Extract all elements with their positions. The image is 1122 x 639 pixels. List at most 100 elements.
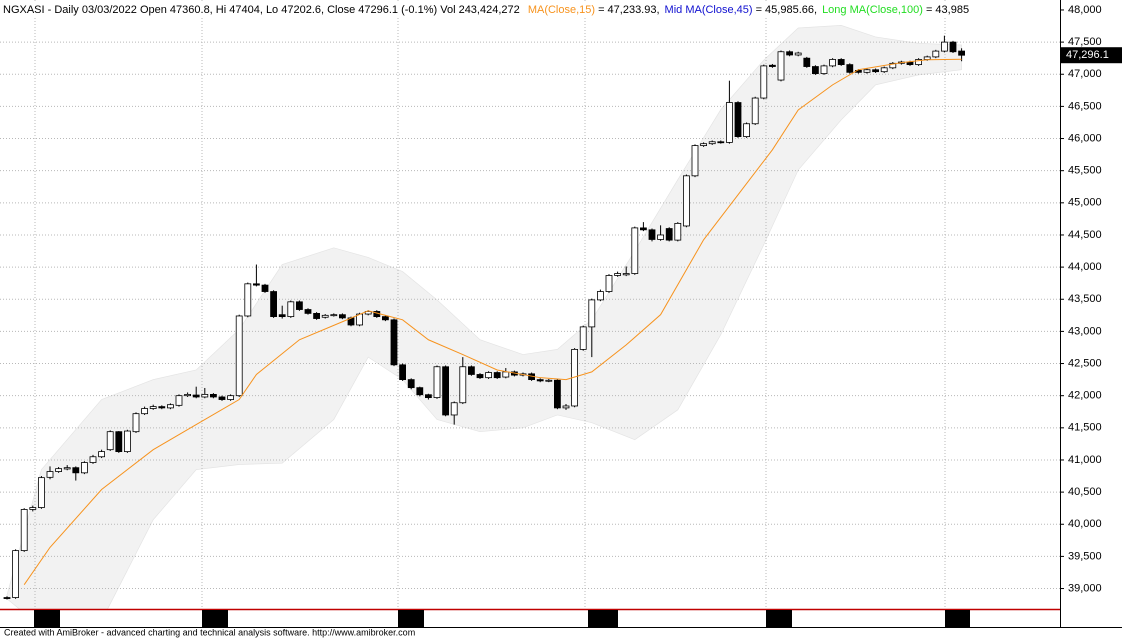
candle-body xyxy=(536,379,544,382)
header: NGXASI - Daily 03/03/2022 Open 47360.8, … xyxy=(0,2,1060,18)
candle-body xyxy=(166,404,174,409)
candle-body xyxy=(829,59,836,67)
y-tick-label: 45,500 xyxy=(1068,165,1102,177)
data-layer xyxy=(3,35,965,600)
y-tick-label: 41,500 xyxy=(1068,422,1102,434)
candle-body xyxy=(313,312,321,319)
candle-body xyxy=(29,507,37,510)
candle-body xyxy=(476,374,484,379)
legend-name: MA(Close,15) xyxy=(528,4,595,16)
candle-body xyxy=(321,314,329,318)
candle-body xyxy=(485,372,493,379)
candle-body xyxy=(958,50,965,56)
x-axis-boxes xyxy=(34,610,970,627)
candle-body xyxy=(407,379,415,389)
y-tick-label: 40,500 xyxy=(1068,486,1102,498)
candle-body xyxy=(717,141,725,144)
candle-body xyxy=(424,394,432,399)
y-tick-label: 43,500 xyxy=(1068,293,1102,305)
candle-body xyxy=(708,141,716,145)
candle-body xyxy=(287,301,295,318)
candle-body xyxy=(192,394,200,398)
header-text: NGXASI - Daily 03/03/2022 Open 47360.8, … xyxy=(3,4,969,16)
header-bg xyxy=(0,2,1060,18)
candle-body xyxy=(941,41,948,52)
date-box xyxy=(766,610,792,627)
candle-body xyxy=(235,315,243,397)
candle-body xyxy=(614,273,621,276)
candle-body xyxy=(683,175,690,227)
candle-body xyxy=(442,366,450,416)
candle-body xyxy=(493,372,501,379)
last-price-box xyxy=(1061,47,1122,64)
candle-body xyxy=(889,62,897,69)
candle-body xyxy=(106,431,114,451)
y-tick-label: 47,500 xyxy=(1068,36,1102,48)
candle-body xyxy=(158,406,166,409)
candle-body xyxy=(863,69,871,73)
y-axis: 39,000 39,500 40,000 40,500 41,000 41,500 42,0… xyxy=(1060,4,1122,594)
ma-line xyxy=(23,58,962,585)
candle-body xyxy=(786,51,793,56)
date-box xyxy=(34,610,60,627)
candle-body xyxy=(949,41,957,53)
candle-body xyxy=(55,468,62,472)
candle-body xyxy=(115,431,123,453)
candle-body xyxy=(932,50,940,58)
candle-body xyxy=(760,65,768,99)
candle-body xyxy=(175,395,183,406)
chart-title: NGXASI - Daily 03/03/2022 Open 47360.8, … xyxy=(3,4,520,16)
candle-body xyxy=(812,66,819,75)
candle-body xyxy=(399,364,407,381)
candle-body xyxy=(261,284,269,292)
candle-body xyxy=(244,283,252,317)
band-layer xyxy=(6,25,962,609)
candle-body xyxy=(201,393,209,398)
candle-body xyxy=(416,387,424,396)
y-tick-label: 47,000 xyxy=(1068,68,1102,80)
candle-body xyxy=(915,59,922,66)
y-tick-label: 45,000 xyxy=(1068,197,1102,209)
candle-body xyxy=(588,299,596,328)
candle-body xyxy=(12,550,20,598)
plot-area xyxy=(0,0,1060,609)
candle-body xyxy=(252,283,260,286)
candle-body xyxy=(579,326,587,350)
candle-body xyxy=(72,467,80,474)
candle-body xyxy=(674,222,682,241)
y-tick-label: 46,500 xyxy=(1068,100,1102,112)
candle-body xyxy=(597,291,604,301)
candle-body xyxy=(218,396,226,400)
legend-value: = 47,233.93, xyxy=(598,4,659,16)
date-box xyxy=(945,610,970,627)
candle-body xyxy=(46,471,54,478)
y-tick-label: 41,000 xyxy=(1068,454,1102,466)
band-area xyxy=(6,25,962,609)
candle-body xyxy=(20,509,28,552)
candle-body xyxy=(640,227,647,231)
candle-body xyxy=(330,314,338,317)
candle-body xyxy=(381,316,389,321)
candle-body xyxy=(562,405,570,409)
candle-body xyxy=(734,102,742,138)
candle-body xyxy=(769,64,776,67)
y-tick-label: 39,000 xyxy=(1068,582,1102,594)
candle-body xyxy=(338,314,346,319)
candle-body xyxy=(794,52,802,56)
candle-body xyxy=(880,67,888,73)
legend-name: Mid MA(Close,45) xyxy=(665,4,753,16)
candle-body xyxy=(270,291,278,318)
candle-body xyxy=(743,123,750,138)
candle-body xyxy=(665,228,673,241)
y-tick-label: 46,000 xyxy=(1068,132,1102,144)
candle-body xyxy=(450,402,458,416)
candle-body xyxy=(657,234,664,240)
candle-body xyxy=(545,379,553,382)
y-tick-label: 40,000 xyxy=(1068,518,1102,530)
candle-body xyxy=(923,56,931,60)
date-box xyxy=(588,610,618,627)
candle-body xyxy=(89,456,97,463)
candle-body xyxy=(459,366,467,404)
y-tick-label: 48,000 xyxy=(1068,4,1102,16)
